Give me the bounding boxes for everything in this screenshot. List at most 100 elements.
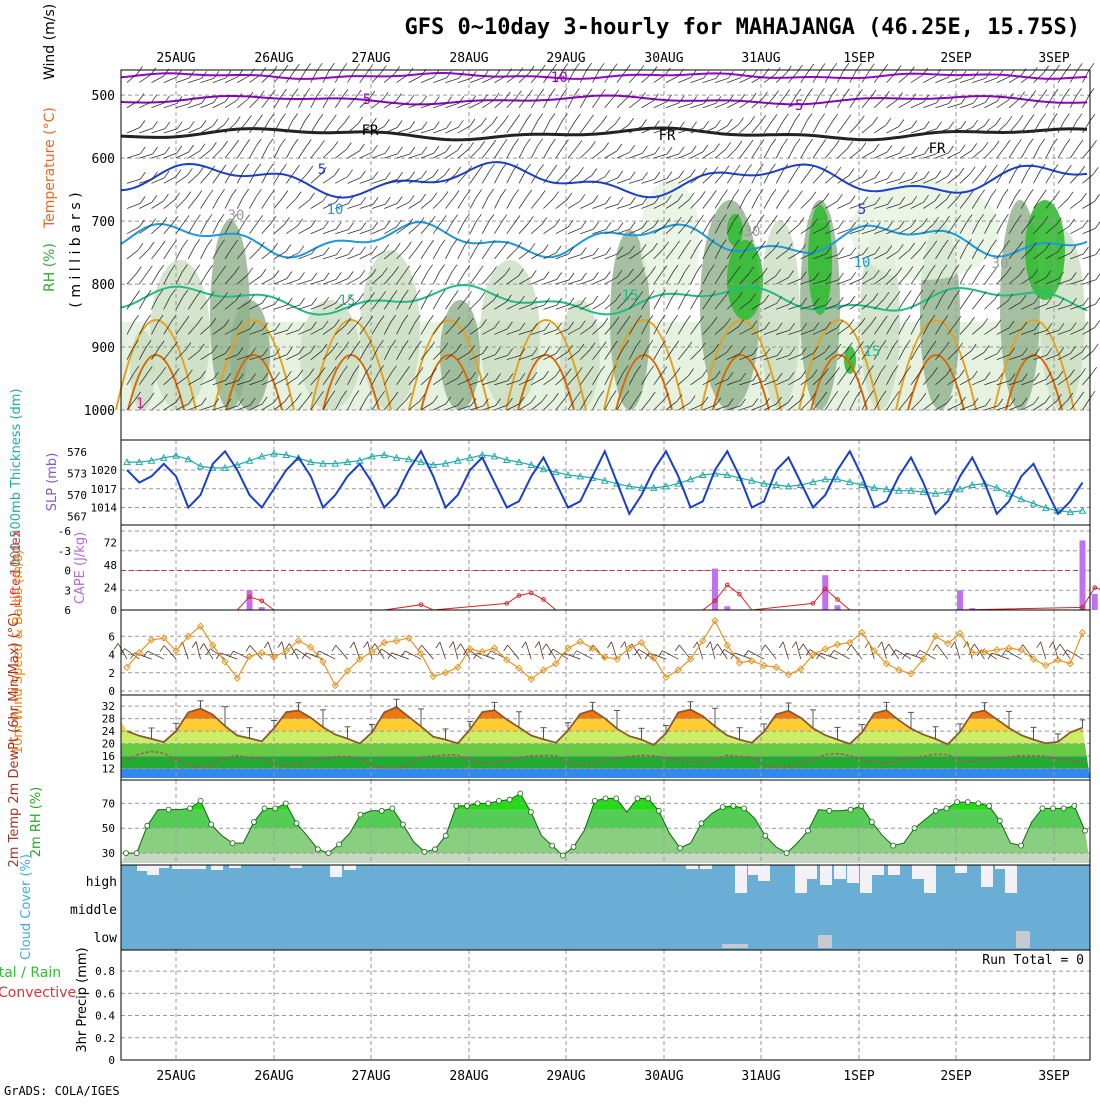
upper-wind-barb xyxy=(580,70,586,82)
upper-wind-barb xyxy=(127,154,140,158)
upper-wind-barb xyxy=(544,121,550,133)
upper-wind-barb-flag xyxy=(1066,165,1071,172)
upper-wind-barb xyxy=(274,224,285,233)
upper-wind-barb xyxy=(580,229,593,234)
upper-wind-barb-flag xyxy=(747,164,752,171)
upper-wind-barb xyxy=(458,149,469,158)
upper-wind-barb xyxy=(997,196,1003,208)
upper-wind-barb xyxy=(286,96,293,108)
upper-wind-barb xyxy=(311,255,324,259)
upper-wind-barb xyxy=(972,173,981,184)
upper-wind-barb-flag xyxy=(1016,139,1021,146)
upper-wind-barb-flag xyxy=(384,119,389,126)
date-label-top: 28AUG xyxy=(449,51,488,66)
upper-wind-barb xyxy=(544,226,556,234)
upper-wind-barb-flag xyxy=(526,164,531,171)
upper-wind-barb-flag xyxy=(739,118,744,125)
upper-wind-barb-flag xyxy=(590,141,595,148)
temp-band xyxy=(121,756,1090,769)
upper-wind-barb-flag xyxy=(836,167,841,174)
upper-wind-barb xyxy=(629,204,642,208)
upper-wind-barb xyxy=(507,196,514,208)
upper-wind-barb-flag xyxy=(270,90,275,97)
upper-wind-barb-flag xyxy=(504,115,509,122)
upper-wind-barb-flag xyxy=(320,140,325,147)
wind10m-barb-flag xyxy=(504,645,508,651)
upper-wind-barb-flag xyxy=(293,139,298,146)
upper-wind-barb xyxy=(433,152,446,158)
contour-label: 10 xyxy=(854,255,871,271)
upper-wind-barb xyxy=(335,255,348,259)
upper-wind-barb-flag xyxy=(312,273,317,280)
rh-point xyxy=(550,843,555,848)
upper-wind-barb-flag xyxy=(587,63,592,70)
upper-wind-barb xyxy=(213,78,226,83)
upper-wind-barb xyxy=(531,121,538,133)
upper-wind-barb-flag xyxy=(335,168,340,175)
upper-wind-barb-flag xyxy=(543,245,548,252)
upper-wind-barb xyxy=(911,128,924,133)
upper-wind-barb-flag xyxy=(888,172,893,179)
run-total: Run Total = 0 xyxy=(982,953,1084,968)
upper-wind-barb xyxy=(789,171,796,183)
thickness-tick: 573 xyxy=(67,468,87,481)
upper-wind-barb-flag xyxy=(159,265,164,272)
upper-wind-barb xyxy=(470,172,478,183)
upper-wind-barb-flag xyxy=(300,272,305,279)
rh-point xyxy=(209,822,214,827)
upper-wind-barb xyxy=(972,149,983,158)
upper-wind-barb xyxy=(519,97,528,108)
upper-wind-barb-flag xyxy=(602,116,607,123)
rh-point xyxy=(944,806,949,811)
upper-wind-barb-flag xyxy=(679,96,684,103)
upper-wind-barb xyxy=(740,171,747,183)
upper-wind-barb-flag xyxy=(1083,247,1088,254)
wind10m-barb xyxy=(1041,642,1046,659)
upper-wind-barb xyxy=(1083,201,1095,208)
upper-wind-barb xyxy=(139,273,147,284)
wind-label: Wind (m/s) xyxy=(42,4,58,80)
upper-wind-barb xyxy=(201,103,214,108)
upper-wind-barb-flag xyxy=(183,240,188,247)
precip-tick: 0.6 xyxy=(95,987,115,1000)
upper-wind-barb xyxy=(335,150,346,159)
date-label-bottom: 26AUG xyxy=(254,1069,293,1084)
upper-wind-barb-flag xyxy=(323,194,328,201)
cloud-high-block xyxy=(758,865,770,881)
cloud-level-label: low xyxy=(94,931,118,946)
upper-wind-barb xyxy=(923,76,935,82)
upper-wind-barb-flag xyxy=(924,172,929,179)
upper-wind-barb xyxy=(642,154,655,158)
upper-wind-barb-flag xyxy=(410,172,415,179)
upper-wind-barb xyxy=(960,151,972,159)
wind10m-barb-flag xyxy=(264,642,268,648)
contour-label: 15 xyxy=(622,288,639,304)
upper-wind-barb-flag xyxy=(208,190,213,197)
wind10m-barb-flag xyxy=(1037,642,1041,648)
li-tick: 0 xyxy=(64,565,71,578)
upper-wind-barb-flag xyxy=(746,214,751,221)
upper-wind-barb-flag xyxy=(330,89,335,96)
wind10m-barb xyxy=(851,645,862,659)
upper-wind-barb-flag xyxy=(1029,114,1034,121)
upper-wind-barb xyxy=(580,203,593,209)
upper-wind-barb-flag xyxy=(501,189,506,196)
upper-wind-barb-flag xyxy=(273,243,278,250)
upper-wind-barb xyxy=(605,204,618,208)
wind10m-barb-flag xyxy=(933,645,937,651)
upper-wind-barb xyxy=(323,148,333,158)
upper-wind-barb xyxy=(593,255,606,259)
upper-wind-barb xyxy=(825,201,837,208)
upper-wind-barb-flag xyxy=(593,272,598,279)
upper-wind-barb-flag xyxy=(936,171,941,178)
wind10m-barb xyxy=(440,642,446,659)
rh-point xyxy=(422,849,427,854)
cloud-high-block xyxy=(700,865,712,869)
upper-wind-barb-flag xyxy=(581,248,586,255)
upper-wind-barb xyxy=(335,279,348,285)
upper-wind-barb-flag xyxy=(195,265,200,272)
upper-wind-barb-flag xyxy=(256,164,261,171)
pressure-tick: 800 xyxy=(92,278,115,293)
upper-wind-barb-flag xyxy=(493,117,498,124)
upper-wind-barb-flag xyxy=(837,194,842,201)
